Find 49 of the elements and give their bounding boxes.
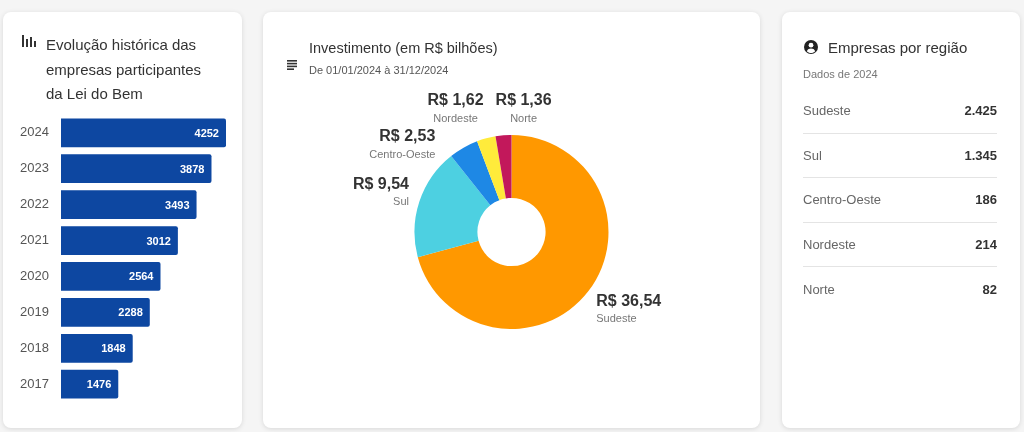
data-label: 2.425 — [964, 103, 997, 119]
y-tick-label: 2022 — [20, 196, 49, 212]
data-label: 4252 — [194, 126, 219, 139]
slice-label: Norte — [510, 112, 538, 125]
data-label: R$ 1,36 — [495, 91, 552, 109]
data-label: 2288 — [118, 306, 143, 319]
data-label: 82 — [982, 281, 997, 297]
text: Empresas por região — [828, 38, 968, 58]
y-tick-label: 2024 — [20, 124, 49, 140]
y-tick-label: 2019 — [20, 303, 49, 319]
category-label: Sudeste — [803, 103, 851, 119]
bar — [61, 118, 226, 148]
data-label: 1.345 — [964, 147, 997, 163]
data-label: 3012 — [146, 234, 171, 247]
data-label: 214 — [975, 236, 997, 252]
chart-title: Evolução histórica das empresas participantes da Lei do Bem — [46, 35, 203, 104]
bar — [61, 262, 161, 291]
data-label: 1476 — [86, 378, 112, 391]
bar — [61, 226, 178, 255]
slice-label: Nordeste — [433, 112, 478, 125]
y-tick-label: 2018 — [20, 339, 49, 355]
category-label: Norte — [803, 281, 835, 297]
slice-label: Centro-Oeste — [369, 148, 436, 161]
category-label: Sul — [803, 147, 822, 163]
y-tick-label: 2023 — [20, 160, 49, 176]
data-label: 186 — [975, 192, 997, 208]
data-label: R$ 36,54 — [596, 291, 662, 309]
category-label: Nordeste — [803, 236, 856, 252]
y-tick-label: 2017 — [20, 375, 49, 391]
data-label: 1848 — [101, 342, 126, 355]
data-label: 3878 — [180, 162, 205, 175]
y-tick-label: 2020 — [20, 268, 49, 284]
bar — [61, 298, 150, 327]
bar — [61, 190, 197, 219]
bar — [61, 369, 119, 399]
chart-subtitle: De 01/01/2024 à 31/12/2024 — [309, 63, 449, 77]
bar — [61, 154, 212, 184]
slice-label: Sudeste — [596, 312, 637, 325]
data-label: 2564 — [129, 270, 155, 283]
y-tick-label: 2021 — [20, 232, 49, 248]
text: Dados de 2024 — [803, 67, 878, 81]
data-label: R$ 1,62 — [427, 91, 484, 109]
bar — [61, 333, 133, 363]
data-label: R$ 2,53 — [379, 127, 436, 145]
data-label: R$ 9,54 — [352, 174, 410, 192]
chart-title: Investimento (em R$ bilhões) — [309, 39, 498, 57]
data-label: 3493 — [165, 198, 190, 211]
category-label: Centro-Oeste — [803, 192, 882, 208]
slice-label: Sul — [393, 195, 409, 208]
